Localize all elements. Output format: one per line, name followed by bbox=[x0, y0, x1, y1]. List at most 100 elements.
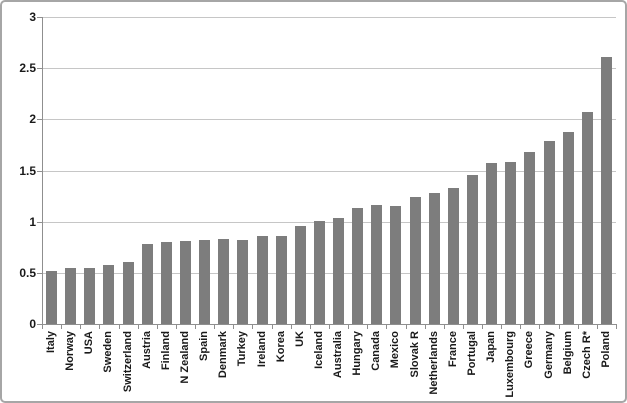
y-axis-tick bbox=[37, 171, 42, 172]
x-axis-label: France bbox=[447, 331, 459, 368]
y-axis-line bbox=[42, 17, 43, 324]
x-axis-tick bbox=[42, 325, 43, 329]
x-axis-label: Ireland bbox=[256, 331, 268, 368]
bar-denmark bbox=[218, 239, 229, 324]
bar-hungary bbox=[352, 208, 363, 324]
y-axis-label: 1.5 bbox=[19, 164, 36, 178]
x-axis-tick bbox=[386, 325, 387, 329]
x-axis-tick bbox=[444, 325, 445, 329]
bar-mexico bbox=[390, 206, 401, 324]
bar-iceland bbox=[314, 221, 325, 324]
y-axis-tick bbox=[37, 17, 42, 18]
bar-japan bbox=[486, 163, 497, 324]
x-axis-label: Greece bbox=[523, 331, 535, 369]
x-axis-tick bbox=[520, 325, 521, 329]
y-axis-label: 2 bbox=[29, 112, 36, 126]
x-axis-label: USA bbox=[83, 331, 95, 355]
bar-france bbox=[448, 188, 459, 324]
x-axis-label: Poland bbox=[600, 331, 612, 368]
x-axis-label: Germany bbox=[543, 331, 555, 379]
bar-poland bbox=[601, 57, 612, 324]
bar-n-zealand bbox=[180, 241, 191, 324]
bar-austria bbox=[142, 244, 153, 324]
x-axis-label: Slovak R bbox=[409, 331, 421, 378]
x-axis-tick bbox=[425, 325, 426, 329]
x-axis-label: N Zealand bbox=[179, 331, 191, 384]
x-axis-tick bbox=[367, 325, 368, 329]
x-axis-label: Spain bbox=[198, 331, 210, 361]
x-axis-tick bbox=[119, 325, 120, 329]
x-axis-label: Austria bbox=[141, 331, 153, 369]
x-axis-tick bbox=[61, 325, 62, 329]
x-axis-label: Canada bbox=[370, 331, 382, 371]
bar-usa bbox=[84, 268, 95, 324]
y-axis-tick bbox=[37, 119, 42, 120]
y-axis-tick bbox=[37, 273, 42, 274]
gridline bbox=[42, 171, 616, 172]
x-axis-tick bbox=[80, 325, 81, 329]
bar-germany bbox=[544, 141, 555, 324]
x-axis-tick bbox=[482, 325, 483, 329]
plot-area bbox=[42, 17, 616, 324]
bar-turkey bbox=[237, 240, 248, 324]
bar-slovak-r bbox=[410, 197, 421, 324]
x-axis-tick bbox=[616, 325, 617, 329]
bar-portugal bbox=[467, 175, 478, 324]
y-axis-label: 2.5 bbox=[19, 61, 36, 75]
y-axis-label: 0 bbox=[29, 317, 36, 331]
gridline bbox=[42, 68, 616, 69]
x-axis-tick bbox=[138, 325, 139, 329]
x-axis-tick bbox=[214, 325, 215, 329]
x-axis-line bbox=[42, 324, 617, 325]
x-axis-label: Netherlands bbox=[428, 331, 440, 395]
gridline bbox=[42, 17, 616, 18]
y-axis-tick bbox=[37, 324, 42, 325]
x-axis-tick bbox=[559, 325, 560, 329]
x-axis-tick bbox=[176, 325, 177, 329]
x-axis-tick bbox=[501, 325, 502, 329]
x-axis-tick bbox=[291, 325, 292, 329]
bar-czech-r- bbox=[582, 112, 593, 324]
y-axis-label: 0.5 bbox=[19, 266, 36, 280]
y-axis-label: 3 bbox=[29, 10, 36, 24]
bar-luxembourg bbox=[505, 162, 516, 324]
x-axis-label: Korea bbox=[275, 331, 287, 363]
x-axis-tick bbox=[539, 325, 540, 329]
x-axis-label: Iceland bbox=[313, 331, 325, 369]
x-axis-label: Czech R* bbox=[581, 331, 593, 379]
x-axis-tick bbox=[252, 325, 253, 329]
x-axis-tick bbox=[233, 325, 234, 329]
bar-belgium bbox=[563, 132, 574, 324]
x-axis-label: Denmark bbox=[217, 331, 229, 379]
x-axis-tick bbox=[272, 325, 273, 329]
x-axis-tick bbox=[463, 325, 464, 329]
x-axis-tick bbox=[329, 325, 330, 329]
bar-italy bbox=[46, 271, 57, 324]
bar-greece bbox=[524, 152, 535, 324]
x-axis-label: Italy bbox=[45, 331, 57, 354]
x-axis-tick bbox=[348, 325, 349, 329]
gridline bbox=[42, 222, 616, 223]
bar-finland bbox=[161, 242, 172, 324]
x-axis-label: Japan bbox=[485, 331, 497, 363]
x-axis-label: Switzerland bbox=[122, 331, 134, 393]
bar-sweden bbox=[103, 265, 114, 324]
bar-norway bbox=[65, 268, 76, 324]
x-axis-label: Luxembourg bbox=[504, 331, 516, 398]
x-axis-tick bbox=[597, 325, 598, 329]
bar-uk bbox=[295, 226, 306, 324]
x-axis-label: Mexico bbox=[389, 331, 401, 369]
bar-switzerland bbox=[123, 262, 134, 324]
x-axis-label: Hungary bbox=[351, 331, 363, 376]
gridline bbox=[42, 119, 616, 120]
x-axis-tick bbox=[195, 325, 196, 329]
x-axis-label: Norway bbox=[64, 331, 76, 371]
x-axis-label: Belgium bbox=[562, 331, 574, 375]
bar-ireland bbox=[257, 236, 268, 324]
bar-netherlands bbox=[429, 193, 440, 324]
x-axis-tick bbox=[99, 325, 100, 329]
y-axis-tick bbox=[37, 68, 42, 69]
bar-korea bbox=[276, 236, 287, 324]
x-axis-tick bbox=[157, 325, 158, 329]
